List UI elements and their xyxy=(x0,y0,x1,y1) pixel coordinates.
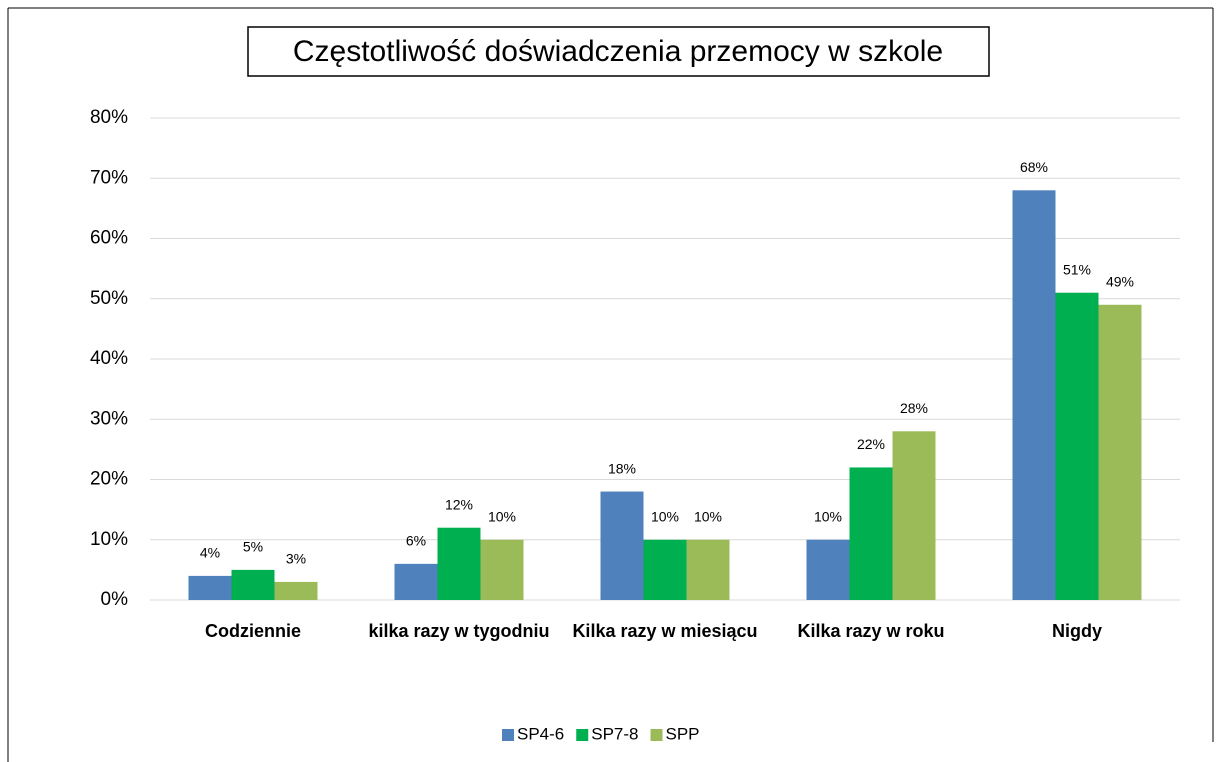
value-label: 68% xyxy=(1020,159,1048,175)
value-label: 12% xyxy=(445,496,473,512)
bar xyxy=(1012,190,1056,601)
bar xyxy=(1098,304,1142,600)
x-tick-label: Kilka razy w miesiącu xyxy=(572,621,757,641)
legend-swatch xyxy=(502,729,514,741)
value-label: 6% xyxy=(406,533,426,549)
y-tick-label: 0% xyxy=(101,589,129,610)
legend-label: SP7-8 xyxy=(591,724,638,743)
bar xyxy=(806,539,850,600)
y-tick-label: 70% xyxy=(90,167,128,188)
value-label: 51% xyxy=(1063,261,1091,277)
x-tick-label: Codziennie xyxy=(205,621,301,641)
value-label: 10% xyxy=(814,508,842,524)
y-tick-label: 40% xyxy=(90,348,128,369)
bar xyxy=(394,563,438,600)
bar xyxy=(849,467,893,600)
value-label: 22% xyxy=(857,436,885,452)
legend-label: SPP xyxy=(666,724,700,743)
legend-swatch xyxy=(576,729,589,741)
bar xyxy=(480,539,524,600)
value-label: 10% xyxy=(694,508,722,524)
value-label: 10% xyxy=(651,508,679,524)
value-label: 18% xyxy=(608,460,636,476)
y-tick-label: 20% xyxy=(90,469,128,490)
value-label: 3% xyxy=(286,551,306,567)
legend-swatch xyxy=(650,729,663,741)
y-tick-label: 80% xyxy=(90,107,128,128)
bar xyxy=(1055,292,1099,600)
value-label: 5% xyxy=(243,539,263,555)
legend-label: SP4-6 xyxy=(517,724,564,743)
y-tick-label: 30% xyxy=(90,408,128,429)
bar xyxy=(892,431,936,600)
x-tick-label: Nigdy xyxy=(1052,621,1102,641)
bar xyxy=(231,569,275,600)
bar xyxy=(643,539,687,600)
bar xyxy=(600,491,644,600)
y-tick-label: 50% xyxy=(90,288,128,309)
y-tick-label: 60% xyxy=(90,228,128,249)
title-box xyxy=(247,26,990,77)
x-tick-label: kilka razy w tygodniu xyxy=(368,621,549,641)
value-label: 28% xyxy=(900,400,928,416)
x-tick-label: Kilka razy w roku xyxy=(797,621,944,641)
bar xyxy=(274,581,318,600)
bar xyxy=(188,575,232,600)
value-label: 49% xyxy=(1106,273,1134,289)
bar xyxy=(437,527,481,600)
bar xyxy=(686,539,730,600)
y-tick-label: 10% xyxy=(90,529,128,550)
value-label: 4% xyxy=(200,545,220,561)
chart-title: Częstotliwość doświadczenia przemocy w s… xyxy=(293,35,943,68)
value-label: 10% xyxy=(488,508,516,524)
